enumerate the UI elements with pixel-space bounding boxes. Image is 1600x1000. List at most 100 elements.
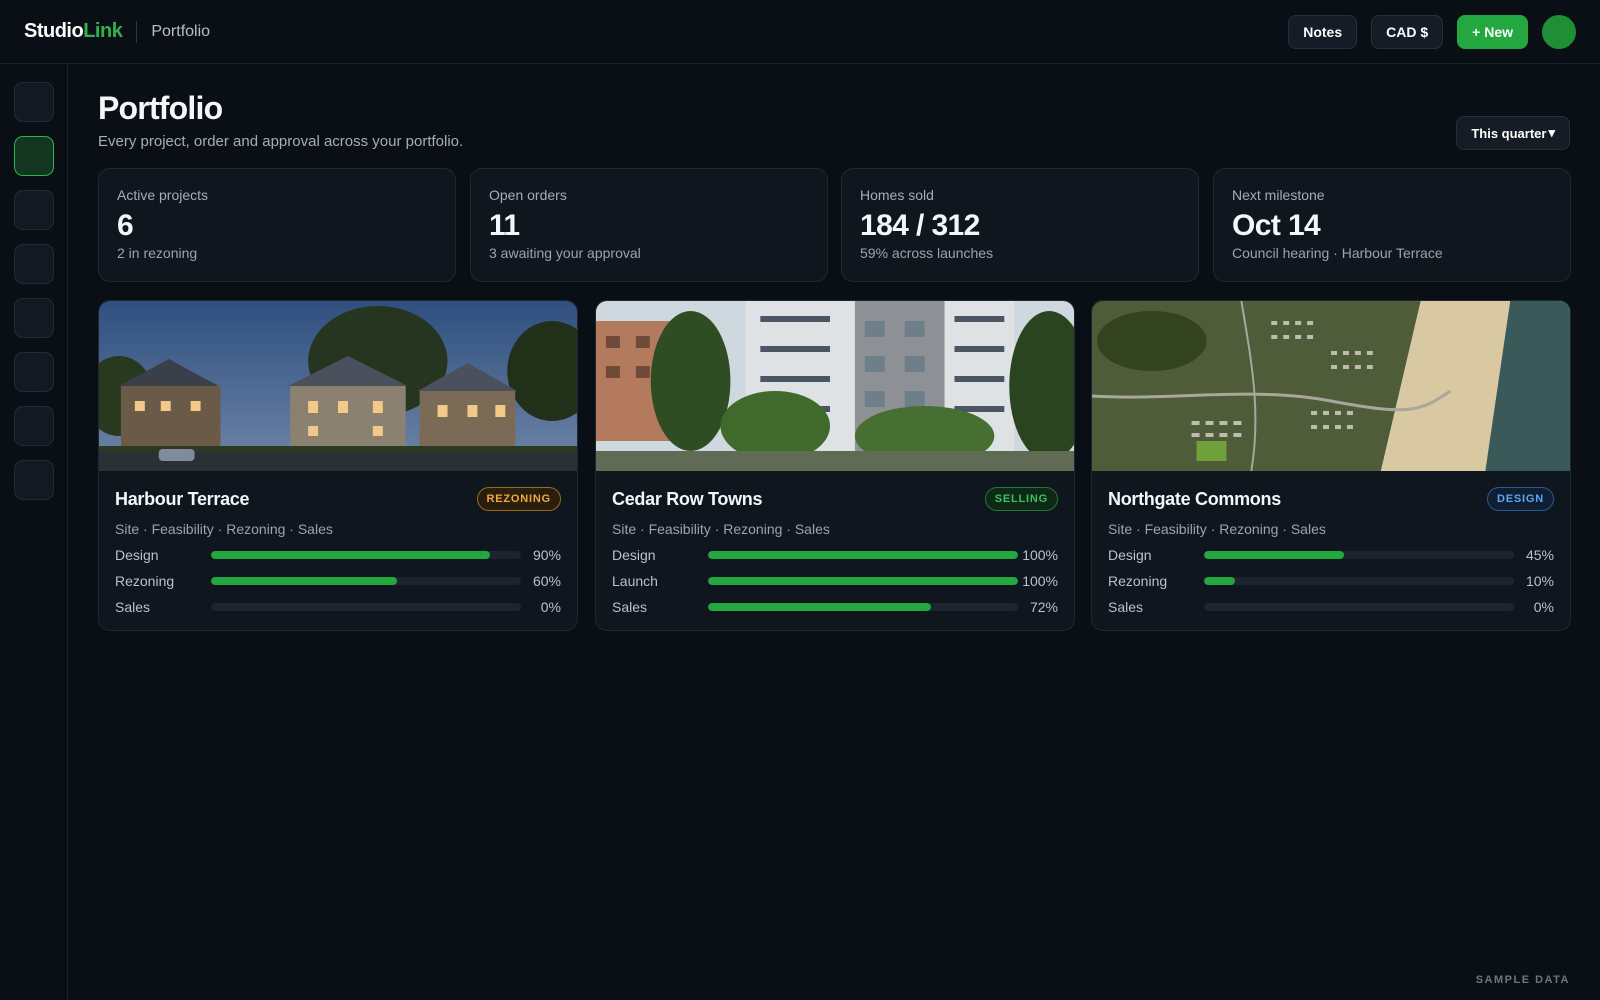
sidebar-item-2-active[interactable] — [14, 136, 54, 176]
sidebar-item-4[interactable] — [14, 244, 54, 284]
kpi-note: 3 awaiting your approval — [489, 245, 641, 261]
project-card-harbour-terrace[interactable]: Harbour Terrace REZONING Site · Feasibil… — [98, 300, 578, 631]
progress-track — [708, 577, 1018, 585]
progress-label: Design — [612, 547, 656, 563]
sidebar-item-6[interactable] — [14, 352, 54, 392]
progress-percent: 0% — [540, 599, 561, 615]
avatar[interactable] — [1542, 14, 1576, 49]
progress-row: Design 100% — [612, 545, 1058, 565]
sample-data-note: SAMPLE DATA — [1475, 974, 1570, 986]
progress-bar-fill — [1204, 577, 1235, 585]
new-button[interactable]: + New — [1457, 14, 1528, 49]
progress-bar-fill — [708, 603, 932, 611]
progress-percent: 72% — [1029, 599, 1058, 615]
kpi-value: 11 — [489, 209, 520, 242]
progress-track — [708, 551, 1018, 559]
progress-label: Design — [115, 547, 159, 563]
progress-percent: 100% — [1022, 573, 1058, 589]
project-name: Harbour Terrace — [115, 489, 250, 509]
progress-row: Rezoning 60% — [115, 571, 561, 591]
kpi-label: Active projects — [117, 187, 209, 203]
project-photo-apartments — [596, 301, 1074, 471]
progress-bar-fill — [1204, 551, 1344, 559]
progress-percent: 90% — [532, 547, 561, 563]
progress-label: Launch — [612, 573, 658, 589]
project-stages: Site · Feasibility · Rezoning · Sales — [115, 521, 333, 537]
project-card-cedar-row-towns[interactable]: Cedar Row Towns SELLING Site · Feasibili… — [595, 300, 1075, 631]
period-label: This quarter — [1471, 125, 1547, 141]
sidebar-item-8[interactable] — [14, 460, 54, 500]
top-actions: Notes CAD $ + New — [1288, 14, 1576, 49]
progress-track — [211, 551, 521, 559]
brand-logo[interactable]: StudioLink — [24, 20, 123, 43]
progress-label: Sales — [612, 599, 648, 615]
progress-label: Sales — [115, 599, 151, 615]
kpi-note: 59% across launches — [860, 245, 994, 261]
kpi-card-open-orders: Open orders 11 3 awaiting your approval — [470, 168, 828, 282]
kpi-card-next-milestone: Next milestone Oct 14 Council hearing · … — [1213, 168, 1571, 282]
status-badge: REZONING — [476, 487, 561, 511]
project-card-northgate-commons[interactable]: Northgate Commons DESIGN Site · Feasibil… — [1091, 300, 1571, 631]
kpi-value: 6 — [117, 209, 134, 242]
progress-bar-fill — [708, 577, 1018, 585]
progress-row: Design 90% — [115, 545, 561, 565]
progress-percent: 100% — [1022, 547, 1058, 563]
top-bar: StudioLink Portfolio Notes CAD $ + New — [0, 0, 1600, 64]
chevron-down-icon: ▾ — [1548, 125, 1555, 140]
progress-row: Sales 0% — [115, 597, 561, 617]
progress-row: Rezoning 10% — [1108, 571, 1554, 591]
progress-label: Rezoning — [115, 573, 175, 589]
page-title: Portfolio — [98, 90, 223, 126]
progress-label: Sales — [1108, 599, 1144, 615]
breadcrumb[interactable]: Portfolio — [151, 22, 211, 40]
page-subtitle: Every project, order and approval across… — [98, 133, 464, 150]
project-stages: Site · Feasibility · Rezoning · Sales — [1108, 521, 1326, 537]
progress-track — [708, 603, 1018, 611]
progress-track — [1204, 551, 1514, 559]
project-name: Cedar Row Towns — [612, 489, 763, 509]
sidebar — [0, 64, 68, 1000]
kpi-value: 184 / 312 — [860, 209, 980, 242]
sidebar-item-3[interactable] — [14, 190, 54, 230]
kpi-card-homes-sold: Homes sold 184 / 312 59% across launches — [841, 168, 1199, 282]
kpi-label: Next milestone — [1232, 187, 1325, 203]
progress-row: Sales 0% — [1108, 597, 1554, 617]
currency-button[interactable]: CAD $ — [1371, 14, 1444, 49]
progress-label: Rezoning — [1108, 573, 1168, 589]
brand-name-accent: Link — [83, 20, 123, 42]
sidebar-item-7[interactable] — [14, 406, 54, 446]
status-badge: SELLING — [984, 487, 1058, 511]
progress-bar-fill — [211, 577, 397, 585]
progress-row: Sales 72% — [612, 597, 1058, 617]
sidebar-item-1[interactable] — [14, 82, 54, 122]
progress-row: Launch 100% — [612, 571, 1058, 591]
progress-percent: 60% — [532, 573, 561, 589]
kpi-value: Oct 14 — [1232, 209, 1321, 242]
progress-bar-fill — [708, 551, 1018, 559]
progress-track — [1204, 603, 1514, 611]
notes-button[interactable]: Notes — [1288, 14, 1358, 49]
kpi-note: Council hearing · Harbour Terrace — [1232, 245, 1443, 261]
project-photo-townhomes — [99, 301, 577, 471]
progress-label: Design — [1108, 547, 1152, 563]
period-dropdown[interactable]: This quarter ▾ — [1456, 116, 1570, 150]
brand-divider — [136, 20, 138, 43]
progress-track — [211, 577, 521, 585]
progress-bar-fill — [211, 551, 490, 559]
progress-percent: 0% — [1533, 599, 1554, 615]
brand-name-primary: Studio — [24, 20, 84, 42]
kpi-card-active-projects: Active projects 6 2 in rezoning — [98, 168, 456, 282]
project-stages: Site · Feasibility · Rezoning · Sales — [612, 521, 830, 537]
project-name: Northgate Commons — [1108, 489, 1281, 509]
progress-percent: 10% — [1525, 573, 1554, 589]
status-badge: DESIGN — [1487, 487, 1554, 511]
progress-row: Design 45% — [1108, 545, 1554, 565]
project-photo-aerial-site — [1092, 301, 1570, 471]
sidebar-item-5[interactable] — [14, 298, 54, 338]
kpi-label: Open orders — [489, 187, 567, 203]
progress-track — [1204, 577, 1514, 585]
progress-percent: 45% — [1525, 547, 1554, 563]
progress-track — [211, 603, 521, 611]
kpi-label: Homes sold — [860, 187, 934, 203]
kpi-note: 2 in rezoning — [117, 245, 198, 261]
